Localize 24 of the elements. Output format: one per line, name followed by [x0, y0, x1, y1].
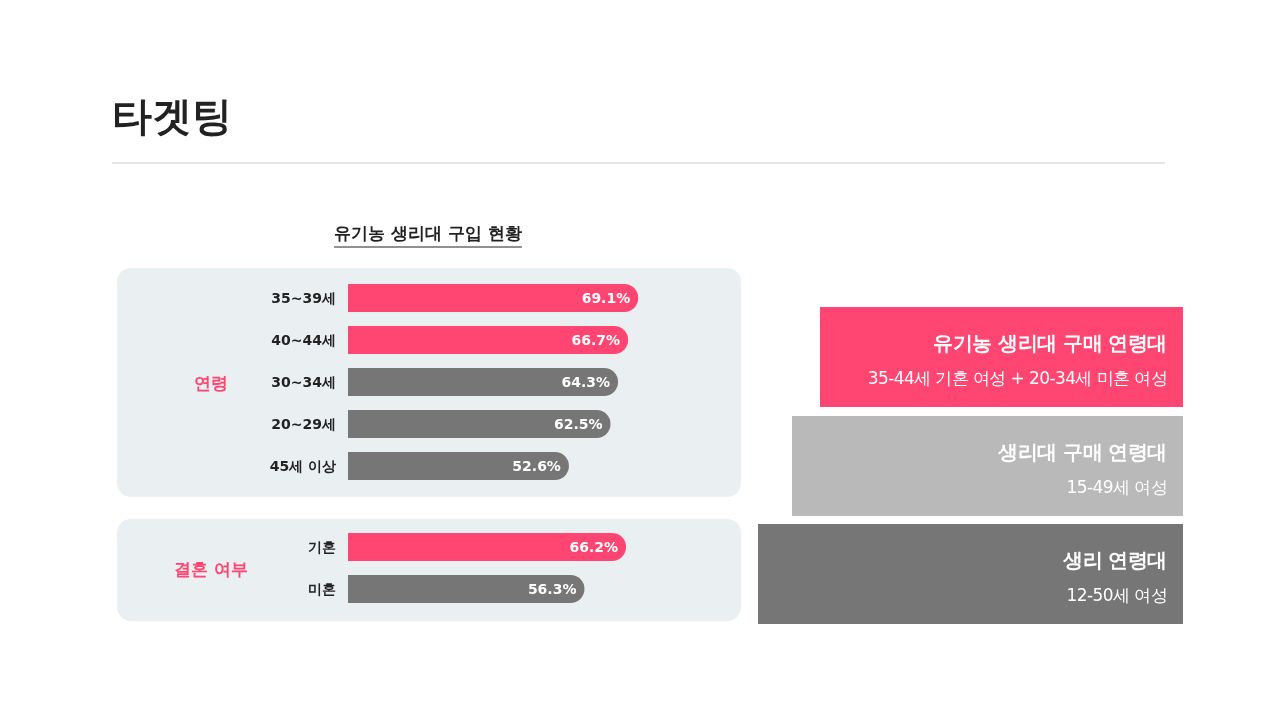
y-tick-label: 기혼 — [308, 539, 336, 555]
data-label: 62.5% — [553, 416, 603, 432]
text: 생리 연령대 — [1062, 548, 1167, 572]
data-label: 56.3% — [527, 581, 577, 597]
y-tick-label: 미혼 — [308, 581, 336, 597]
y-tick-label: 30~34세 — [271, 374, 336, 390]
data-label: 66.2% — [569, 539, 619, 555]
text: 생리대 구매 연령대 — [997, 440, 1167, 464]
y-tick-label: 35~39세 — [271, 290, 336, 306]
y-axis-title: 결혼 여부 — [174, 559, 248, 579]
y-tick-label: 20~29세 — [271, 416, 336, 432]
y-tick-label: 40~44세 — [271, 332, 336, 348]
chart-title: 타겟팅 — [112, 93, 232, 139]
text: 유기농 생리대 구매 연령대 — [933, 331, 1167, 355]
text: 12-50세 여성 — [1066, 585, 1167, 605]
y-axis-title: 연령 — [194, 373, 228, 393]
data-label: 69.1% — [581, 290, 631, 306]
data-label: 64.3% — [561, 374, 611, 390]
text: 15-49세 여성 — [1066, 477, 1167, 497]
data-label: 52.6% — [512, 458, 561, 474]
data-label: 66.7% — [571, 332, 621, 348]
chart-subtitle: 유기농 생리대 구입 현황 — [334, 223, 522, 243]
y-tick-label: 45세 이상 — [269, 458, 336, 474]
text: 35-44세 기혼 여성 + 20-34세 미혼 여성 — [867, 368, 1167, 388]
